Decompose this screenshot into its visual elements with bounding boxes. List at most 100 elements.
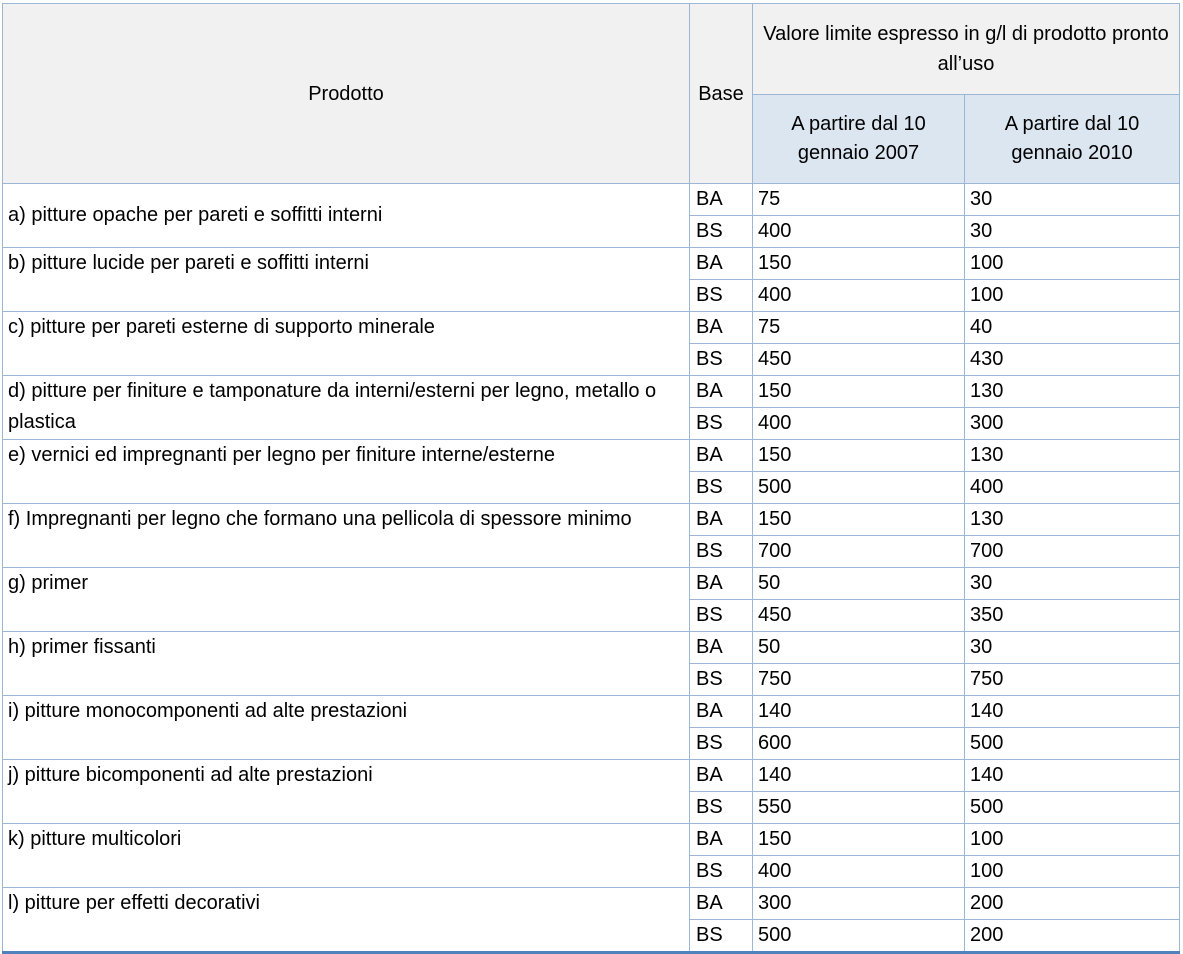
value-2010-cell: 500 bbox=[964, 727, 1180, 760]
table-row: h) primer fissanti BA 50 30 bbox=[2, 631, 1180, 696]
table-row: f) Impregnanti per legno che formano una… bbox=[2, 503, 1180, 568]
value-2007-cell: 450 bbox=[752, 599, 965, 632]
value-2007-cell: 700 bbox=[752, 535, 965, 568]
table-row: BS 450 430 bbox=[3, 343, 1180, 376]
base-cell: BA bbox=[689, 247, 753, 280]
value-2007-cell: 400 bbox=[752, 407, 965, 440]
base-cell: BS bbox=[689, 407, 753, 440]
table-row: BS 450 350 bbox=[3, 599, 1180, 632]
value-2007-cell: 750 bbox=[752, 663, 965, 696]
value-2010-cell: 750 bbox=[964, 663, 1180, 696]
table-row: BS 400 100 bbox=[3, 855, 1180, 888]
base-cell: BS bbox=[689, 471, 753, 504]
value-2010-cell: 100 bbox=[964, 247, 1180, 280]
base-cell: BS bbox=[689, 919, 753, 953]
value-2010-cell: 130 bbox=[964, 439, 1180, 472]
value-2010-cell: 700 bbox=[964, 535, 1180, 568]
base-cell: BA bbox=[689, 375, 753, 408]
product-cell: j) pitture bicomponenti ad alte prestazi… bbox=[2, 759, 690, 824]
table-row: l) pitture per effetti decorativi BA 300 20… bbox=[2, 887, 1180, 953]
base-cell: BA bbox=[689, 887, 753, 920]
value-2007-cell: 150 bbox=[752, 375, 965, 408]
value-2007-cell: 140 bbox=[752, 695, 965, 728]
base-cell: BS bbox=[689, 535, 753, 568]
value-2010-cell: 30 bbox=[964, 631, 1180, 664]
value-2007-cell: 150 bbox=[752, 503, 965, 536]
table-row: d) pitture per finiture e tamponature da… bbox=[2, 375, 1180, 440]
value-2010-cell: 200 bbox=[964, 919, 1180, 953]
value-2007-cell: 150 bbox=[752, 247, 965, 280]
table-row: BS 400 30 bbox=[3, 215, 1180, 248]
value-2010-cell: 500 bbox=[964, 791, 1180, 824]
value-2007-cell: 600 bbox=[752, 727, 965, 760]
base-cell: BA bbox=[689, 823, 753, 856]
value-2007-cell: 50 bbox=[752, 567, 965, 600]
value-2010-cell: 100 bbox=[964, 279, 1180, 312]
column-header-value-group: Valore limite espresso in g/l di prodott… bbox=[752, 3, 1180, 95]
base-cell: BA bbox=[689, 183, 753, 216]
value-2010-cell: 30 bbox=[964, 183, 1180, 216]
value-2010-cell: 40 bbox=[964, 311, 1180, 344]
product-cell: d) pitture per finiture e tamponature da… bbox=[2, 375, 690, 440]
base-cell: BA bbox=[689, 311, 753, 344]
table-row: b) pitture lucide per pareti e soffitti … bbox=[2, 247, 1180, 312]
value-2007-cell: 75 bbox=[752, 311, 965, 344]
table-row: BS 500 400 bbox=[3, 471, 1180, 504]
value-2010-cell: 300 bbox=[964, 407, 1180, 440]
value-2010-cell: 200 bbox=[964, 887, 1180, 920]
table-row: e) vernici ed impregnanti per legno per … bbox=[2, 439, 1180, 504]
value-2010-cell: 400 bbox=[964, 471, 1180, 504]
table-row: BS 750 750 bbox=[3, 663, 1180, 696]
table-row: BS 400 100 bbox=[3, 279, 1180, 312]
table-row: g) primer BA 50 30 bbox=[2, 567, 1180, 632]
value-2010-cell: 30 bbox=[964, 215, 1180, 248]
column-header-from-2010: A partire dal 10 gennaio 2010 bbox=[964, 94, 1180, 184]
base-cell: BS bbox=[689, 727, 753, 760]
value-2010-cell: 130 bbox=[964, 503, 1180, 536]
value-2007-cell: 450 bbox=[752, 343, 965, 376]
table-row: BS 400 300 bbox=[3, 407, 1180, 440]
value-2010-cell: 140 bbox=[964, 759, 1180, 792]
value-2007-cell: 400 bbox=[752, 279, 965, 312]
base-cell: BS bbox=[689, 215, 753, 248]
base-cell: BA bbox=[689, 759, 753, 792]
value-2010-cell: 430 bbox=[964, 343, 1180, 376]
value-2007-cell: 140 bbox=[752, 759, 965, 792]
product-cell: c) pitture per pareti esterne di support… bbox=[2, 311, 690, 376]
value-2007-cell: 500 bbox=[752, 919, 965, 953]
value-2010-cell: 100 bbox=[964, 823, 1180, 856]
value-2007-cell: 500 bbox=[752, 471, 965, 504]
column-header-base: Base bbox=[689, 3, 753, 184]
product-cell: i) pitture monocomponenti ad alte presta… bbox=[2, 695, 690, 760]
base-cell: BA bbox=[689, 695, 753, 728]
table-row: BS 500 200 bbox=[3, 919, 1180, 953]
table-row: c) pitture per pareti esterne di support… bbox=[2, 311, 1180, 376]
base-cell: BA bbox=[689, 631, 753, 664]
product-cell: e) vernici ed impregnanti per legno per … bbox=[2, 439, 690, 504]
product-cell: h) primer fissanti bbox=[2, 631, 690, 696]
table-row: a) pitture opache per pareti e soffitti … bbox=[2, 183, 1180, 248]
table-row: k) pitture multicolori BA 150 100 bbox=[2, 823, 1180, 888]
value-2007-cell: 75 bbox=[752, 183, 965, 216]
value-2010-cell: 350 bbox=[964, 599, 1180, 632]
column-header-from-2007: A partire dal 10 gennaio 2007 bbox=[752, 94, 965, 184]
base-cell: BS bbox=[689, 663, 753, 696]
value-2010-cell: 130 bbox=[964, 375, 1180, 408]
column-header-prodotto: Prodotto bbox=[2, 3, 690, 184]
base-cell: BA bbox=[689, 439, 753, 472]
table-row: i) pitture monocomponenti ad alte presta… bbox=[2, 695, 1180, 760]
base-cell: BA bbox=[689, 567, 753, 600]
table-body: a) pitture opache per pareti e soffitti … bbox=[2, 183, 1180, 953]
base-cell: BA bbox=[689, 503, 753, 536]
base-cell: BS bbox=[689, 343, 753, 376]
table-row: BS 600 500 bbox=[3, 727, 1180, 760]
table-row: BS 550 500 bbox=[3, 791, 1180, 824]
product-cell: l) pitture per effetti decorativi bbox=[2, 887, 690, 953]
product-cell: b) pitture lucide per pareti e soffitti … bbox=[2, 247, 690, 312]
base-cell: BS bbox=[689, 855, 753, 888]
value-2010-cell: 30 bbox=[964, 567, 1180, 600]
value-2007-cell: 550 bbox=[752, 791, 965, 824]
base-cell: BS bbox=[689, 279, 753, 312]
product-cell: a) pitture opache per pareti e soffitti … bbox=[2, 183, 690, 248]
base-cell: BS bbox=[689, 599, 753, 632]
